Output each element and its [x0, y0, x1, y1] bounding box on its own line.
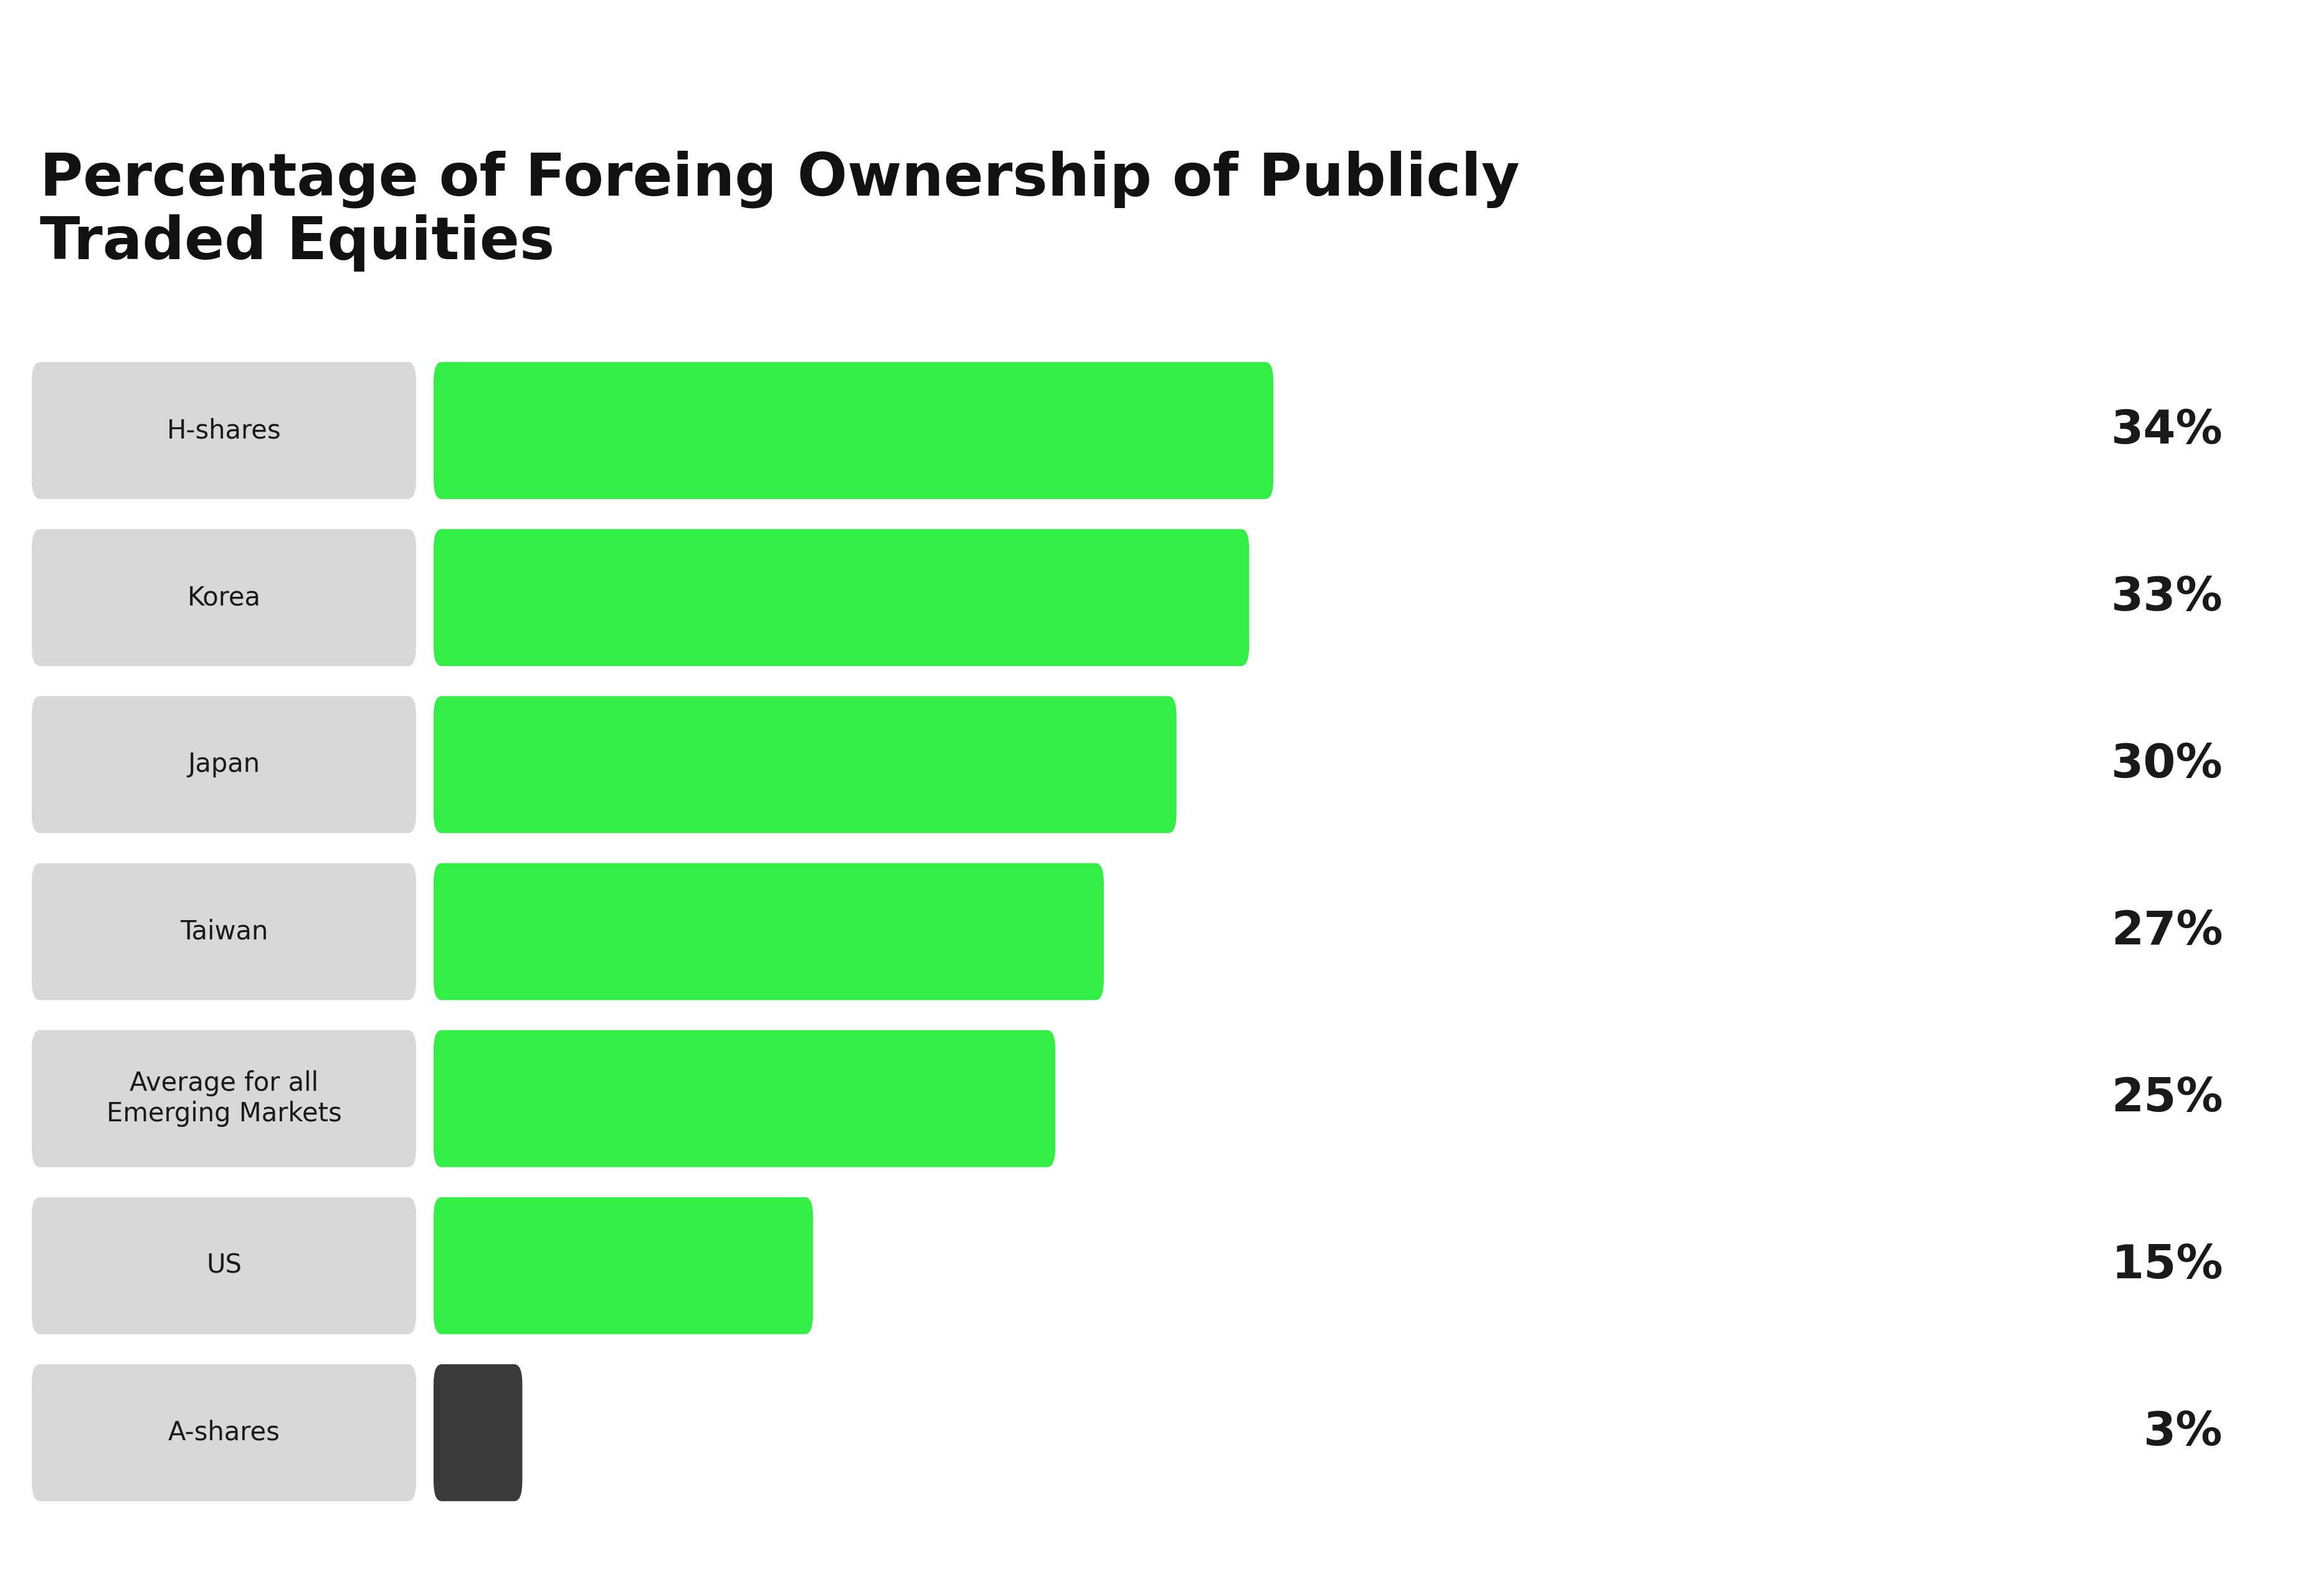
Text: 30%: 30% — [2112, 742, 2222, 787]
FancyBboxPatch shape — [32, 1029, 417, 1167]
FancyBboxPatch shape — [32, 1365, 417, 1502]
FancyBboxPatch shape — [433, 530, 1248, 666]
FancyBboxPatch shape — [433, 1029, 1055, 1167]
Text: Japan: Japan — [189, 752, 260, 777]
Text: US: US — [207, 1253, 242, 1278]
FancyBboxPatch shape — [32, 362, 417, 500]
Text: 27%: 27% — [2112, 908, 2222, 954]
Text: 33%: 33% — [2112, 575, 2222, 621]
Text: Korea: Korea — [187, 584, 260, 611]
FancyBboxPatch shape — [433, 863, 1103, 1001]
Text: 3%: 3% — [2144, 1409, 2222, 1456]
FancyBboxPatch shape — [433, 1197, 813, 1334]
Text: Percentage of Foreing Ownership of Publicly
Traded Equities: Percentage of Foreing Ownership of Publi… — [39, 150, 1520, 271]
Text: 15%: 15% — [2112, 1243, 2222, 1288]
Text: 25%: 25% — [2112, 1076, 2222, 1122]
Text: 34%: 34% — [2112, 409, 2222, 453]
FancyBboxPatch shape — [433, 1365, 523, 1502]
FancyBboxPatch shape — [433, 696, 1177, 833]
FancyBboxPatch shape — [32, 696, 417, 833]
Text: Average for all
Emerging Markets: Average for all Emerging Markets — [106, 1071, 341, 1127]
FancyBboxPatch shape — [433, 362, 1274, 500]
FancyBboxPatch shape — [32, 530, 417, 666]
Text: Taiwan: Taiwan — [180, 919, 267, 945]
FancyBboxPatch shape — [32, 863, 417, 1001]
Text: A-shares: A-shares — [168, 1419, 281, 1446]
FancyBboxPatch shape — [32, 1197, 417, 1334]
Text: H-shares: H-shares — [166, 418, 281, 444]
